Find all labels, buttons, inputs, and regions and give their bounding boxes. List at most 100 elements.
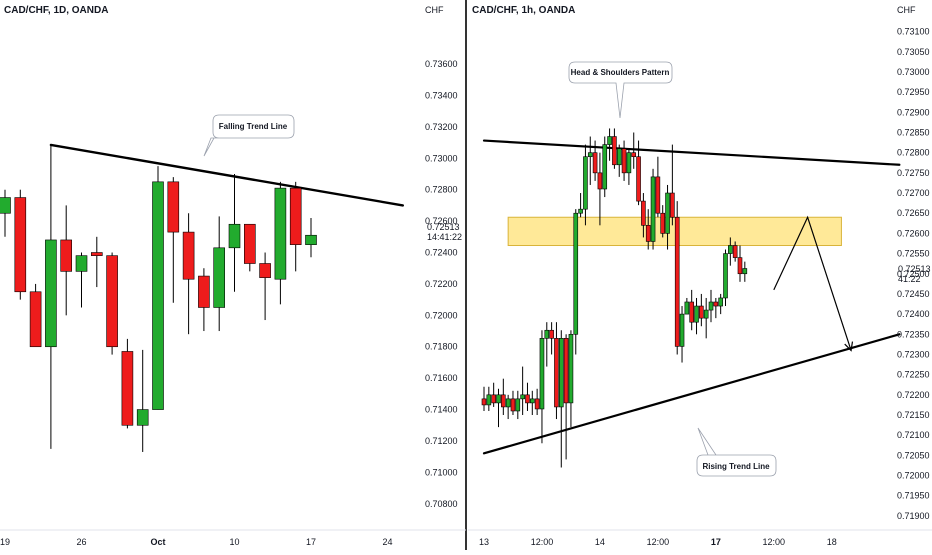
candle-body (684, 301, 690, 315)
candle (612, 128, 617, 169)
candle (182, 213, 195, 335)
candle (481, 386, 487, 411)
candle (641, 193, 646, 238)
falling-trend-label: Falling Trend Line (219, 122, 288, 131)
candle-body (689, 301, 694, 323)
candle-body (742, 268, 748, 275)
candle-body (136, 409, 149, 426)
candle-body (626, 152, 632, 174)
price-tick-label: 0.70800 (425, 499, 458, 509)
candle-body (703, 309, 709, 319)
candle-body (641, 200, 646, 226)
price-tick-label: 0.72750 (897, 168, 930, 178)
candle (152, 166, 164, 410)
candle (520, 366, 525, 416)
candle (121, 338, 134, 429)
candle-body (621, 148, 627, 174)
candle (244, 223, 256, 272)
candle-body (289, 187, 302, 245)
daily-chart-title: CAD/CHF, 1D, OANDA (4, 5, 108, 16)
price-tick-label: 0.72000 (425, 310, 458, 320)
candle (616, 144, 622, 177)
price-tick-label: 0.72100 (897, 430, 930, 440)
time-tick-label: 17 (306, 537, 316, 547)
candle (597, 152, 603, 226)
projection-path (773, 215, 852, 351)
candle (106, 252, 118, 355)
hourly-trend-lines-layer (482, 139, 901, 455)
candle-body (612, 136, 617, 166)
candle (636, 140, 641, 206)
price-tick-label: 0.72700 (897, 188, 930, 198)
candle (684, 297, 690, 315)
candle (554, 322, 559, 420)
candle (689, 289, 694, 331)
price-tick-label: 0.72550 (897, 249, 930, 259)
candle (213, 216, 225, 332)
resistance-zone (507, 216, 842, 246)
price-tick-label: 0.73000 (897, 67, 930, 77)
projection-path-layer (773, 215, 854, 352)
candle (645, 209, 651, 250)
candle (289, 181, 302, 272)
price-tick-label: 0.73600 (425, 59, 458, 69)
candle (544, 322, 550, 367)
price-tick-label: 0.71950 (897, 491, 930, 501)
candle-body (491, 394, 496, 404)
candle (742, 261, 748, 282)
hourly-time-axis: 13 12:00 14 12:00 17 12:00 18 (479, 537, 837, 547)
daily-time-axis: 19 26 Oct 10 17 24 (0, 537, 393, 547)
candle-body (75, 255, 88, 272)
candle (587, 136, 593, 185)
candle-body (529, 398, 535, 404)
price-tick-label: 0.72800 (897, 148, 930, 158)
candle-body (583, 156, 588, 210)
daily-currency-label: CHF (425, 5, 444, 15)
candle-body (645, 225, 651, 242)
candle-body (568, 333, 574, 404)
hourly-price-axis: 0.71900 0.71950 0.72000 0.72050 0.72100 0.721… (897, 27, 930, 521)
candle (491, 382, 496, 407)
candle-body (699, 305, 704, 319)
candle (75, 252, 88, 308)
daily-candles (0, 145, 317, 452)
candle-body (121, 351, 134, 426)
price-tick-label: 0.72650 (897, 208, 930, 218)
candle-body (29, 291, 42, 348)
candle (525, 382, 530, 411)
price-tick-label: 0.73050 (897, 47, 930, 57)
candle (737, 245, 743, 282)
head-shoulders-callout: Head & Shoulders Pattern (568, 61, 673, 119)
candle (679, 306, 685, 363)
falling-trend-line (49, 143, 404, 207)
price-tick-label: 0.72350 (897, 329, 930, 339)
hourly-countdown: 41:22 (898, 274, 921, 284)
price-tick-label: 0.72900 (897, 107, 930, 117)
time-tick-label: 17 (711, 537, 721, 547)
candle-body (737, 257, 743, 275)
candle (602, 136, 608, 198)
candle-body (694, 305, 699, 323)
candle-body (496, 394, 501, 404)
daily-last-price: 0.72513 (427, 222, 460, 232)
candle (259, 252, 271, 321)
candle-body (636, 156, 641, 202)
price-tick-label: 0.72200 (897, 390, 930, 400)
candle (670, 144, 675, 226)
callout-bubble (203, 114, 295, 157)
callout-bubble (696, 427, 777, 477)
candle-body (501, 394, 506, 408)
price-tick-label: 0.72000 (897, 471, 930, 481)
price-tick-label: 0.72250 (897, 370, 930, 380)
candle (650, 168, 656, 250)
price-tick-label: 0.72950 (897, 87, 930, 97)
candle-body (549, 329, 554, 339)
candle (549, 322, 554, 355)
candle-body (665, 192, 670, 234)
candle (91, 236, 103, 288)
candle (505, 394, 511, 420)
price-tick-label: 0.71400 (425, 405, 458, 415)
candle-body (515, 398, 521, 412)
candle (274, 181, 287, 305)
